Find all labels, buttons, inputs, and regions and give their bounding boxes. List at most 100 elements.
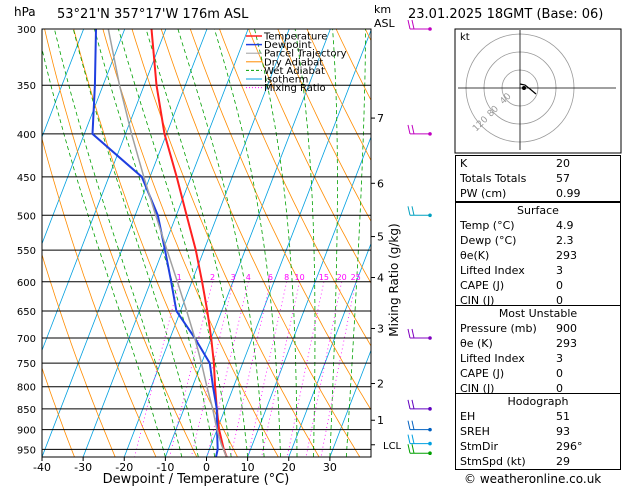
hodograph-panel: Hodograph EH 51 SREH 93 StmDir 296° StmSpd … <box>455 393 621 470</box>
surface-value: 4.9 <box>556 219 574 232</box>
wet-adiabat-line <box>42 47 166 457</box>
wind-barb-feather <box>411 444 415 454</box>
indices-panel: K 20 Totals Totals 57 PW (cm) 0.99 <box>455 155 621 202</box>
surface-row: Lifted Index 3 <box>456 263 620 278</box>
legend-entry: Dewpoint <box>264 40 312 51</box>
profile-dewpoint <box>91 29 219 457</box>
wet-adiabat-line <box>118 29 232 457</box>
km-tick-label: 7 <box>377 112 384 125</box>
datetime-label: 23.01.2025 18GMT (Base: 06) <box>408 7 604 22</box>
surface-row: CIN (J) 0 <box>456 293 620 308</box>
dry-adiabat-line <box>73 29 238 457</box>
mixing-ratio-labels: 1 2 3 4 6 8 10 15 20 25 <box>177 273 361 282</box>
wind-barb-feather <box>407 399 411 409</box>
wind-barb-dot <box>428 427 432 432</box>
hodo-value: 51 <box>556 410 570 423</box>
wet-adiabat-line <box>345 29 366 457</box>
temperature-axis: -40 -30 -20 -10 0 10 20 30 <box>33 457 337 474</box>
dry-adiabat-line <box>42 366 75 457</box>
index-row-pw: PW (cm) 0.99 <box>456 186 620 201</box>
mu-label: Pressure (mb) <box>460 322 537 335</box>
surface-value: 0 <box>556 294 563 307</box>
mixing-ratio-line <box>134 281 180 457</box>
thermo-background <box>0 29 371 457</box>
mixing-ratio-tick-label: 1 <box>177 273 182 282</box>
pressure-unit-label: hPa <box>14 5 36 19</box>
mixing-ratio-tick-label: 25 <box>351 273 361 282</box>
hodo-row: StmDir 296° <box>456 439 620 454</box>
hodograph-trace <box>519 83 537 95</box>
mu-label: θe (K) <box>460 337 493 350</box>
x-tick-label: -30 <box>74 461 92 474</box>
legend-entry: Dry Adiabat <box>264 57 323 68</box>
dry-adiabat-line <box>102 29 279 457</box>
pressure-tick-label: 500 <box>17 211 36 222</box>
isotherm-line <box>206 29 371 457</box>
mu-label: Lifted Index <box>460 352 525 365</box>
x-tick-label: 30 <box>323 461 337 474</box>
index-value: 0.99 <box>556 187 581 200</box>
isotherm-line <box>42 29 167 352</box>
wet-adiabat-line <box>145 29 248 457</box>
surface-row: Dewp (°C) 2.3 <box>456 233 620 248</box>
pressure-tick-label: 750 <box>17 359 36 370</box>
hodo-label: StmDir <box>460 440 499 453</box>
pressure-tick-label: 800 <box>17 383 36 394</box>
legend-entry: Wet Adiabat <box>264 66 325 77</box>
mixing-ratio-line <box>320 281 357 457</box>
mu-value: 293 <box>556 337 577 350</box>
pressure-axis: 300 350 400 450 500 550 600 650 700 750 800 850 900 9… <box>17 25 36 456</box>
lcl-label: LCL <box>383 441 402 452</box>
dry-adiabat-line <box>42 253 116 457</box>
dry-adiabat-line <box>306 29 371 162</box>
isotherm-line <box>82 29 249 457</box>
wind-barb-dot <box>428 441 432 446</box>
mixing-ratio-line <box>169 281 213 457</box>
location-title: 53°21'N 357°17'W 176m ASL <box>57 7 249 22</box>
dry-adiabat-line <box>131 29 320 457</box>
mixing-ratio-line <box>247 281 288 457</box>
index-label: Totals Totals <box>460 172 527 185</box>
legend-entry: Mixing Ratio <box>264 83 326 94</box>
legend-entry: Temperature <box>263 32 327 43</box>
pressure-tick-label: 400 <box>17 130 36 141</box>
hodo-value: 29 <box>556 455 570 468</box>
pressure-tick-label: 350 <box>17 81 36 92</box>
surface-value: 2.3 <box>556 234 574 247</box>
surface-label: θe(K) <box>460 249 490 262</box>
index-row-k: K 20 <box>456 156 620 171</box>
x-tick-label: -10 <box>156 461 174 474</box>
pressure-tick-label: 300 <box>17 25 36 36</box>
pressure-tick-label: 950 <box>17 445 36 456</box>
index-label: K <box>460 157 468 170</box>
most-unstable-title: Most Unstable <box>498 307 578 320</box>
mixing-ratio-line <box>286 281 325 457</box>
x-tick-label: 10 <box>241 461 255 474</box>
hodograph-unit: kt <box>460 32 470 43</box>
mixing-ratio-line <box>190 281 234 457</box>
isotherm-line <box>0 29 1 457</box>
dry-adiabat-line <box>160 29 361 457</box>
index-value: 57 <box>556 172 570 185</box>
pressure-tick-label: 550 <box>17 246 36 257</box>
wind-barb-dot <box>428 27 432 31</box>
mu-label: CAPE (J) <box>460 367 505 380</box>
pressure-tick-label: 450 <box>17 173 36 184</box>
isotherm-line <box>123 29 290 457</box>
surface-label: CAPE (J) <box>460 279 505 292</box>
profile-temperature <box>150 29 228 457</box>
wet-adiabat-line <box>329 29 338 457</box>
mu-row: CIN (J) 0 <box>456 381 620 396</box>
wet-adiabat-line <box>214 29 281 457</box>
isotherm-line <box>42 29 208 457</box>
mu-value: 3 <box>556 352 563 365</box>
wind-barb-feather <box>407 328 411 339</box>
dry-adiabat-line <box>42 137 157 457</box>
km-tick-label: 6 <box>377 177 384 190</box>
wet-adiabat-line <box>254 29 298 457</box>
wind-barb-dot <box>428 451 432 456</box>
x-tick-label: 20 <box>282 461 296 474</box>
mixing-ratio-line <box>261 281 300 457</box>
